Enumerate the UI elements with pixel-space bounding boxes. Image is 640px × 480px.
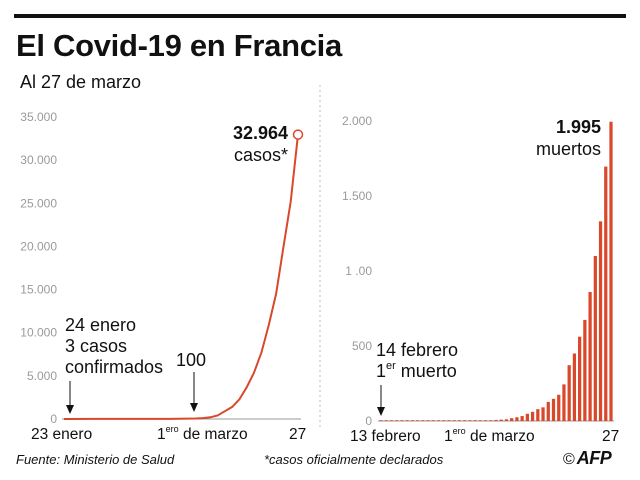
deaths-bar — [410, 420, 414, 421]
deaths-bar — [562, 384, 566, 421]
deaths-bar — [609, 121, 613, 421]
deaths-last-unit: muertos — [536, 139, 601, 159]
deaths-bar — [389, 420, 394, 421]
left-y-tick: 15.000 — [20, 283, 57, 297]
cases-last-value: 32.964 — [233, 123, 288, 143]
deaths-bar — [604, 166, 608, 421]
left-x-tick-start: 23 enero — [31, 426, 92, 443]
right-y-tick: 0 — [365, 414, 372, 428]
cases-100-annotation: 100 — [176, 350, 206, 370]
left-y-tick: 0 — [50, 412, 57, 426]
left-y-tick: 5.000 — [27, 369, 57, 383]
deaths-bar — [567, 365, 571, 421]
deaths-bar — [478, 420, 482, 421]
footer-note: *casos oficialmente declarados — [264, 452, 444, 467]
left-y-tick: 25.000 — [20, 196, 57, 210]
deaths-first-annotation-line1: 14 febrero — [376, 340, 458, 360]
deaths-bar — [400, 420, 404, 421]
right-y-tick: 2.000 — [342, 114, 372, 128]
deaths-bar — [468, 420, 472, 421]
footer-source: Fuente: Ministerio de Salud — [16, 452, 175, 467]
deaths-bar — [379, 420, 383, 421]
deaths-bar — [442, 420, 446, 421]
left-y-tick: 35.000 — [20, 110, 57, 124]
cases-first-annotation-line3: confirmados — [65, 357, 163, 377]
deaths-bar — [598, 221, 603, 421]
deaths-bar — [572, 353, 577, 421]
deaths-bar — [452, 420, 456, 421]
deaths-bar — [494, 419, 498, 421]
left-y-tick: 20.000 — [20, 239, 57, 253]
deaths-bar — [557, 394, 561, 421]
deaths-bar — [541, 407, 545, 421]
deaths-bar — [415, 420, 420, 421]
left-x-tick-march: 1ero de marzo — [157, 424, 248, 443]
deaths-bar — [436, 420, 441, 421]
deaths-bar — [489, 420, 493, 421]
deaths-first-annotation-line2: 1er muerto — [376, 360, 457, 381]
deaths-bar — [578, 336, 582, 421]
deaths-bar — [447, 420, 451, 421]
right-y-tick: 1 .00 — [345, 264, 372, 278]
page-title: El Covid-19 en Francia — [16, 28, 342, 63]
deaths-bar — [525, 413, 529, 421]
deaths-last-value: 1.995 — [556, 117, 601, 137]
deaths-bar — [530, 411, 535, 421]
page-subtitle: Al 27 de marzo — [20, 72, 142, 92]
deaths-bar — [426, 420, 430, 421]
deaths-bar — [431, 420, 435, 421]
right-x-tick-march: 1ero de marzo — [444, 426, 535, 445]
deaths-bar — [588, 292, 592, 421]
deaths-bar — [546, 401, 550, 421]
deaths-bar — [384, 420, 388, 421]
deaths-bar — [395, 420, 399, 421]
deaths-bar — [504, 419, 509, 421]
right-x-tick-start: 13 febrero — [350, 428, 421, 445]
afp-logo: © AFP — [563, 448, 612, 469]
left-y-tick: 10.000 — [20, 326, 57, 340]
cases-100-arrow — [190, 372, 198, 412]
deaths-bars — [379, 121, 613, 421]
deaths-bar — [463, 420, 467, 421]
left-y-tick: 30.000 — [20, 153, 57, 167]
deaths-bar — [473, 420, 477, 421]
deaths-first-arrow — [377, 385, 385, 416]
copyright-symbol: © — [563, 451, 575, 468]
top-rule — [14, 14, 626, 18]
deaths-bar — [510, 418, 514, 421]
deaths-bar — [583, 319, 587, 421]
left-x-tick-end: 27 — [289, 426, 306, 443]
deaths-bar — [483, 420, 488, 421]
cases-last-point — [292, 129, 304, 140]
cases-series-line — [64, 134, 299, 420]
deaths-bar — [593, 256, 597, 421]
deaths-bar — [515, 417, 519, 421]
deaths-bar — [405, 420, 409, 421]
right-x-tick-end: 27 — [602, 428, 619, 445]
cases-last-unit: casos* — [234, 145, 288, 165]
right-y-tick: 1.500 — [342, 189, 372, 203]
deaths-bar — [536, 409, 540, 421]
deaths-bar — [421, 420, 425, 421]
cases-first-annotation-line1: 24 enero — [65, 315, 136, 335]
cases-first-arrow — [66, 381, 74, 414]
afp-logo-text: AFP — [576, 448, 612, 468]
deaths-bar — [499, 419, 503, 421]
deaths-bar — [520, 416, 524, 421]
left-y-axis: 35.000 30.000 25.000 20.000 15.000 10.000 5.00… — [20, 110, 57, 426]
deaths-bar — [457, 420, 462, 421]
deaths-bar — [551, 398, 556, 421]
cases-first-annotation-line2: 3 casos — [65, 336, 127, 356]
right-y-axis: 2.000 1.500 1 .00 500 0 — [342, 114, 372, 428]
right-y-tick: 500 — [352, 339, 372, 353]
